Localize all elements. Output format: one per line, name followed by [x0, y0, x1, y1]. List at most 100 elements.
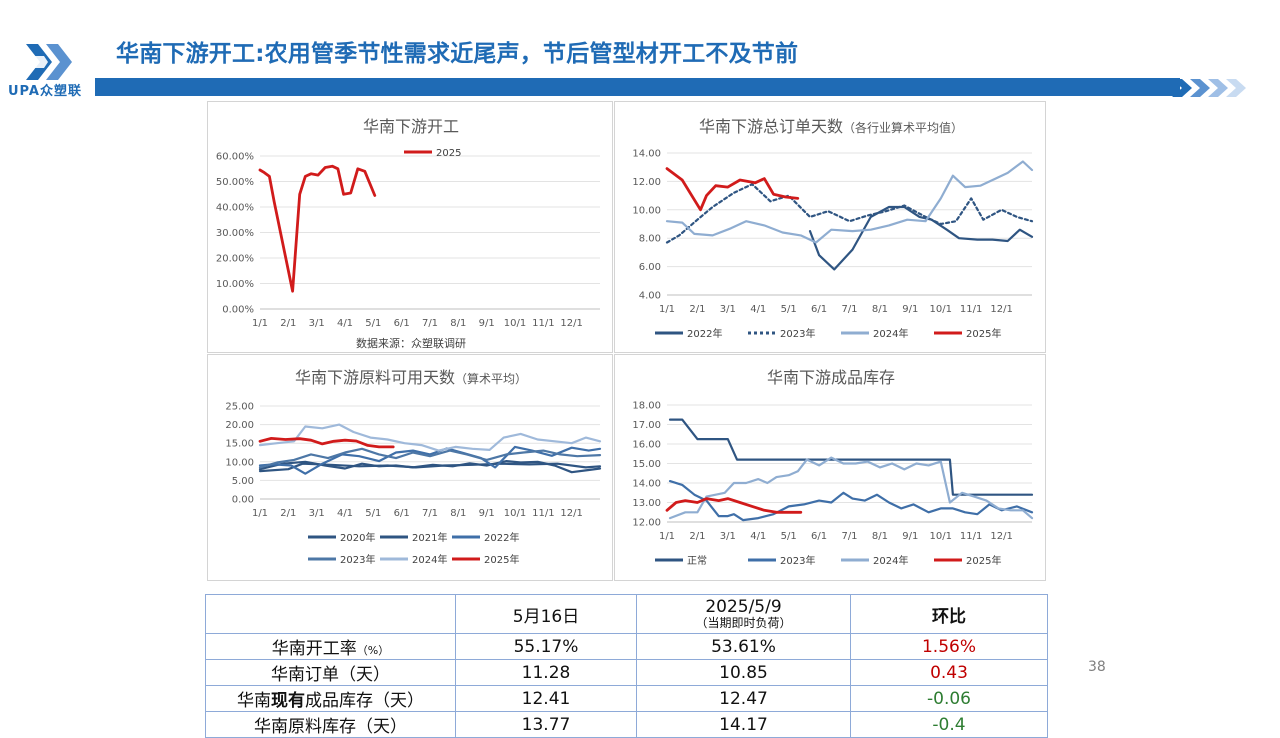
table-header-row: 5月16日 2025/5/9 （当期即时负荷） 环比	[205, 594, 1048, 634]
x-tick-label: 1/1	[252, 508, 268, 519]
x-tick-label: 12/1	[990, 304, 1012, 315]
table-row: 华南订单（天） 11.28 10.85 0.43	[205, 659, 1048, 686]
row-label-emphasis: 现有	[271, 691, 305, 711]
header-date: 2025/5/9	[705, 597, 782, 617]
series-line	[665, 497, 803, 514]
y-tick-label: 5.00	[232, 476, 254, 487]
y-tick-label: 10.00	[632, 205, 661, 216]
legend-label: 2023年	[340, 553, 375, 566]
slide-title: 华南下游开工:农用管季节性需求近尾声，节后管型材开工不及节前	[116, 41, 799, 67]
x-tick-label: 10/1	[930, 531, 952, 542]
y-tick-label: 16.00	[632, 440, 661, 451]
table-row: 华南现有成品库存（天） 12.41 12.47 -0.06	[205, 685, 1048, 712]
x-tick-label: 6/1	[394, 318, 410, 329]
x-tick-label: 2/1	[689, 304, 705, 315]
x-tick-label: 1/1	[252, 318, 268, 329]
chart-title: 华南下游原料可用天数（算术平均）	[295, 368, 527, 387]
x-tick-label: 4/1	[337, 508, 353, 519]
y-tick-label: 0.00%	[222, 305, 254, 316]
x-tick-label: 6/1	[394, 508, 410, 519]
table-header-cell: 环比	[850, 594, 1048, 634]
x-tick-label: 11/1	[960, 304, 982, 315]
y-tick-label: 30.00%	[216, 228, 254, 239]
y-tick-label: 25.00	[225, 402, 254, 413]
table-header-cell: 5月16日	[455, 594, 637, 634]
x-tick-label: 5/1	[365, 508, 381, 519]
row-label-text: 华南开工率	[271, 639, 357, 659]
row-value: 10.85	[636, 659, 851, 686]
page-number: 38	[1088, 659, 1106, 675]
x-tick-label: 2/1	[280, 318, 296, 329]
legend-label: 正常	[687, 554, 707, 567]
row-label: 华南开工率（%）	[205, 633, 456, 660]
series-line	[665, 167, 800, 212]
row-label-unit: （%）	[356, 644, 390, 657]
y-tick-label: 12.00	[632, 518, 661, 529]
x-tick-label: 7/1	[422, 508, 438, 519]
x-tick-label: 8/1	[872, 304, 888, 315]
header-rule	[95, 78, 1180, 96]
series-line	[258, 423, 602, 452]
chart-operating-rate: 华南下游开工 0.00% 10.00% 20.00% 30.00% 40.00% 50.00…	[207, 101, 613, 353]
legend-label: 2025年	[966, 554, 1001, 567]
y-tick-label: 13.00	[632, 498, 661, 509]
y-tick-label: 20.00	[225, 420, 254, 431]
y-tick-label: 20.00%	[216, 254, 254, 265]
x-tick-label: 4/1	[337, 318, 353, 329]
x-tick-label: 11/1	[532, 318, 554, 329]
x-tick-label: 7/1	[422, 318, 438, 329]
x-tick-label: 7/1	[841, 531, 857, 542]
y-tick-label: 18.00	[632, 401, 661, 412]
source-note: 数据来源：众塑联调研	[356, 336, 466, 350]
x-tick-label: 5/1	[781, 304, 797, 315]
finished-inventory-svg: 华南下游成品库存 12.00 13.00 14.00 15.00 16.00 17.00 18…	[632, 368, 1034, 567]
legend-label: 2025年	[966, 327, 1001, 340]
x-tick-label: 9/1	[479, 318, 495, 329]
x-tick-label: 8/1	[872, 531, 888, 542]
x-tick-label: 3/1	[309, 318, 325, 329]
header-subnote: （当期即时负荷）	[695, 616, 792, 630]
x-tick-label: 11/1	[960, 531, 982, 542]
series-line	[665, 160, 1034, 244]
x-tick-label: 8/1	[450, 318, 466, 329]
x-tick-label: 1/1	[659, 304, 675, 315]
row-label: 华南订单（天）	[205, 659, 456, 686]
legend-label: 2022年	[687, 327, 722, 340]
table-row: 华南开工率（%） 55.17% 53.61% 1.56%	[205, 633, 1048, 660]
legend-label: 2022年	[484, 531, 519, 544]
x-tick-label: 9/1	[479, 508, 495, 519]
y-tick-label: 14.00	[632, 479, 661, 490]
y-tick-label: 50.00%	[216, 177, 254, 188]
legend-label: 2023年	[780, 327, 815, 340]
legend-label: 2021年	[412, 531, 447, 544]
table-header-cell: 2025/5/9 （当期即时负荷）	[636, 594, 851, 634]
x-tick-label: 5/1	[365, 318, 381, 329]
chart-title-note: （各行业算术平均值）	[843, 120, 963, 135]
x-tick-label: 9/1	[902, 531, 918, 542]
series-line	[808, 205, 1034, 271]
x-tick-label: 3/1	[720, 531, 736, 542]
logo-icon	[26, 44, 72, 80]
x-tick-label: 11/1	[532, 508, 554, 519]
y-tick-label: 10.00%	[216, 279, 254, 290]
x-tick-label: 5/1	[781, 531, 797, 542]
logo-text: UPA众塑联	[8, 84, 82, 99]
y-tick-label: 10.00	[225, 457, 254, 468]
x-tick-label: 6/1	[811, 304, 827, 315]
series-line	[258, 460, 602, 474]
legend-label: 2024年	[412, 553, 447, 566]
x-tick-label: 2/1	[280, 508, 296, 519]
x-tick-label: 12/1	[560, 318, 582, 329]
x-tick-label: 4/1	[750, 304, 766, 315]
row-value: 11.28	[455, 659, 637, 686]
chart-title: 华南下游成品库存	[767, 368, 895, 387]
legend-label: 2025年	[484, 553, 519, 566]
legend-label: 2023年	[780, 554, 815, 567]
y-tick-label: 4.00	[639, 291, 661, 302]
x-tick-label: 9/1	[902, 304, 918, 315]
legend-label: 2020年	[340, 531, 375, 544]
chart-finished-inventory: 华南下游成品库存 12.00 13.00 14.00 15.00 16.00 17.00 18…	[614, 354, 1046, 581]
row-value: 12.47	[636, 685, 851, 712]
table-header-cell	[205, 594, 456, 634]
y-tick-label: 8.00	[639, 234, 661, 245]
